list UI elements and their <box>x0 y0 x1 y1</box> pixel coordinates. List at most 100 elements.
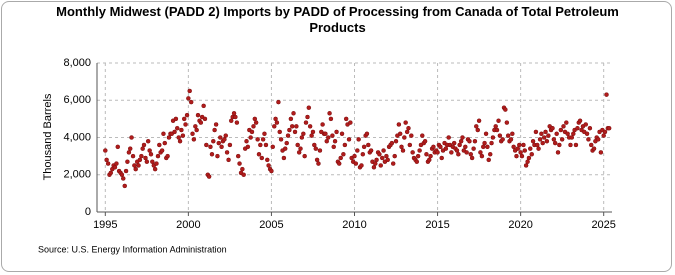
data-point <box>493 124 498 129</box>
data-point <box>439 155 444 161</box>
data-point <box>194 127 199 133</box>
data-point <box>508 137 514 142</box>
data-point <box>543 129 548 135</box>
data-point <box>148 152 154 157</box>
data-point <box>409 133 414 138</box>
source-note: Source: U.S. Energy Information Administ… <box>38 244 227 254</box>
data-point <box>559 137 565 142</box>
data-point <box>415 153 421 159</box>
data-point <box>269 168 274 174</box>
data-point <box>536 146 541 151</box>
data-point <box>364 131 370 137</box>
data-point <box>248 135 253 140</box>
data-point <box>587 125 593 131</box>
data-point <box>324 138 330 144</box>
data-point <box>519 153 525 159</box>
x-tick-label: 2015 <box>425 219 449 231</box>
data-point <box>120 176 126 181</box>
data-point <box>460 135 465 140</box>
data-point <box>463 144 468 150</box>
data-point <box>314 157 320 163</box>
data-point <box>161 131 166 137</box>
data-point <box>449 150 454 155</box>
data-point <box>422 138 428 144</box>
data-point <box>379 155 385 161</box>
data-point <box>561 124 566 129</box>
data-point <box>174 125 180 131</box>
data-point <box>181 116 187 122</box>
data-point <box>253 120 259 125</box>
data-point <box>176 135 181 140</box>
data-point <box>285 133 291 138</box>
data-point <box>298 146 303 151</box>
data-point <box>389 140 395 146</box>
data-point <box>224 150 230 155</box>
data-point <box>458 138 464 144</box>
data-point <box>276 99 281 105</box>
data-point <box>301 131 306 137</box>
data-point <box>272 124 277 129</box>
data-point <box>373 161 378 166</box>
data-point <box>209 152 215 157</box>
data-point <box>348 120 353 125</box>
data-point <box>366 142 371 148</box>
data-point <box>260 137 266 142</box>
data-point <box>384 153 389 159</box>
data-point <box>530 138 536 144</box>
data-point <box>360 152 366 157</box>
data-point <box>397 131 403 137</box>
data-point <box>551 137 557 142</box>
data-point <box>206 174 212 179</box>
data-point <box>472 138 478 144</box>
data-point <box>266 163 271 168</box>
data-point <box>497 133 503 138</box>
data-point <box>334 129 339 135</box>
data-point <box>602 129 608 135</box>
data-point <box>569 135 575 140</box>
data-point <box>265 157 270 163</box>
data-point <box>317 148 323 153</box>
data-point <box>526 155 532 161</box>
data-point <box>402 135 407 140</box>
data-point <box>378 163 383 168</box>
data-point <box>104 157 109 163</box>
data-point <box>143 155 148 161</box>
data-point <box>274 120 280 125</box>
data-point <box>108 170 114 176</box>
data-point <box>162 140 168 146</box>
data-point <box>126 150 132 155</box>
data-point <box>606 125 612 131</box>
data-point <box>270 144 276 150</box>
data-point <box>256 152 262 157</box>
data-point <box>147 148 152 153</box>
data-point <box>307 124 313 129</box>
data-point <box>330 133 335 138</box>
data-point <box>591 146 597 151</box>
data-point <box>326 135 331 140</box>
data-point <box>435 150 440 155</box>
data-point <box>188 99 194 105</box>
data-point <box>306 105 312 110</box>
y-tick-label: 0 <box>85 206 91 218</box>
data-point <box>482 140 487 146</box>
data-point <box>316 161 321 166</box>
data-point <box>213 122 219 127</box>
data-point <box>554 131 559 137</box>
data-point <box>385 157 390 163</box>
data-point <box>218 135 223 140</box>
data-point <box>145 138 151 144</box>
data-point <box>568 142 573 148</box>
data-point <box>552 140 558 146</box>
data-point <box>343 116 349 122</box>
data-point <box>191 137 197 142</box>
data-point <box>487 152 493 157</box>
data-point <box>227 142 233 148</box>
data-point <box>237 161 242 166</box>
data-point <box>485 144 490 150</box>
data-point <box>523 163 529 168</box>
data-point <box>195 112 201 118</box>
data-point <box>179 127 184 133</box>
data-point <box>469 155 475 161</box>
data-point <box>273 116 278 122</box>
